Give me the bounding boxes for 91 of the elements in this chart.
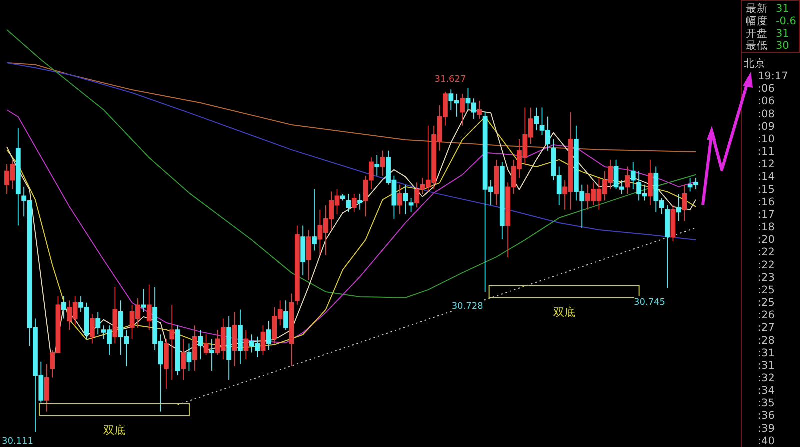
candlestick <box>141 288 146 312</box>
text: :06 <box>758 96 776 108</box>
candlestick <box>676 194 682 222</box>
candlestick <box>682 184 688 222</box>
candlestick <box>146 284 152 331</box>
text: 31.627 <box>434 75 466 85</box>
candlestick <box>346 194 352 213</box>
annotation: 双底 <box>103 424 126 437</box>
candlestick <box>238 309 243 365</box>
candlestick <box>460 94 465 126</box>
candlestick <box>289 293 294 367</box>
text: :25 <box>758 284 775 296</box>
candlestick <box>192 325 198 372</box>
annotation: 双底 <box>553 306 576 319</box>
candlestick <box>96 312 101 336</box>
text: :11 <box>758 146 775 158</box>
candlestick <box>494 159 500 206</box>
candlestick <box>625 166 630 194</box>
candlestick <box>670 204 676 242</box>
text: :34 <box>758 385 776 398</box>
candlestick <box>175 325 180 376</box>
candlestick <box>665 204 670 289</box>
text: :12 <box>758 158 775 171</box>
candlestick <box>352 194 357 213</box>
text: :17 <box>758 208 775 221</box>
text: :25 <box>758 297 775 310</box>
text: :09 <box>758 120 775 133</box>
text: :27 <box>758 322 775 334</box>
candlestick <box>294 225 300 306</box>
candlestick <box>210 338 214 372</box>
text: :22 <box>758 259 775 272</box>
text: 最低 30 <box>746 40 790 52</box>
text: :28 <box>758 334 775 347</box>
text: 北京 <box>744 57 766 70</box>
text: :06 <box>758 83 776 96</box>
candlestick <box>306 230 312 281</box>
candlestick <box>284 300 288 331</box>
candlestick <box>358 194 362 210</box>
candlestick <box>164 338 169 390</box>
text: :36 <box>758 410 776 422</box>
candlestick <box>16 128 21 226</box>
text: :40 <box>758 435 775 447</box>
text: :20 <box>758 234 775 246</box>
candlestick <box>244 330 249 360</box>
candlestick <box>170 304 175 380</box>
candlestick <box>312 188 317 252</box>
candlestick <box>260 325 266 356</box>
candlestick <box>648 159 653 206</box>
text: 19:17 <box>758 70 788 83</box>
candlestick <box>232 312 238 367</box>
candlestick <box>198 330 204 360</box>
candlestick <box>403 184 408 215</box>
text: :22 <box>758 246 775 259</box>
text: :35 <box>758 398 775 410</box>
text: :26 <box>758 310 776 322</box>
annotation: 30.728 <box>452 302 484 312</box>
text: :15 <box>758 184 775 196</box>
candlestick <box>300 225 306 276</box>
text: :23 <box>758 272 775 284</box>
text: 开盘 31 <box>746 28 790 40</box>
text: :10 <box>758 133 775 146</box>
candlestick <box>61 296 66 320</box>
candlestick <box>112 286 118 344</box>
text: :32 <box>758 372 775 384</box>
candlestick <box>186 343 192 372</box>
candlestick <box>534 107 540 131</box>
candlestick <box>380 150 386 176</box>
text: 幅度 -0.6 <box>746 14 797 28</box>
candlestick <box>374 154 380 176</box>
candlestick <box>408 198 414 213</box>
candlestick <box>204 334 209 356</box>
candlestick <box>266 320 272 351</box>
candlestick <box>90 314 95 344</box>
candlestick <box>477 100 482 120</box>
candlestick <box>226 316 232 380</box>
text: :08 <box>758 108 775 120</box>
text: 最新 31 <box>746 2 790 15</box>
candlestick <box>44 364 50 412</box>
text: :31 <box>758 347 775 360</box>
candlestick <box>340 194 346 202</box>
candlestick <box>630 162 636 190</box>
text: :31 <box>758 360 775 372</box>
candlestick <box>500 162 505 240</box>
annotation: 30.745 <box>634 298 666 308</box>
text: :39 <box>758 422 775 435</box>
candlestick <box>397 184 402 215</box>
text: 30.111 <box>2 437 34 447</box>
text: :16 <box>758 196 776 208</box>
candlestick <box>181 338 186 380</box>
text: :14 <box>758 171 776 184</box>
text: :18 <box>758 222 775 234</box>
